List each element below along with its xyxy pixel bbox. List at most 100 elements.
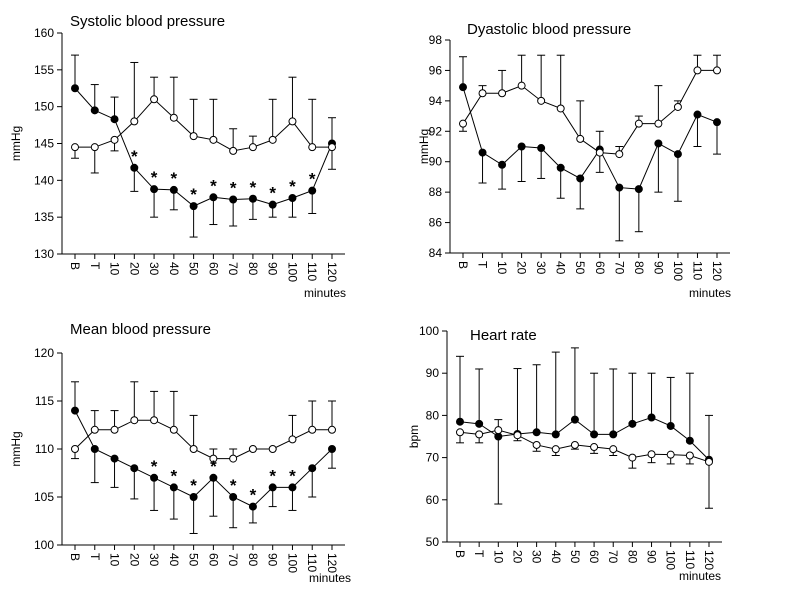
marker bbox=[570, 440, 579, 449]
series-line bbox=[462, 87, 718, 190]
marker bbox=[517, 81, 526, 90]
y-tick-label: 50 bbox=[426, 535, 440, 549]
y-tick-label: 145 bbox=[34, 137, 54, 151]
marker bbox=[71, 445, 79, 453]
y-tick-label: 150 bbox=[34, 100, 54, 114]
x-tick-label: 110 bbox=[690, 261, 704, 280]
marker bbox=[71, 143, 79, 152]
marker bbox=[268, 135, 277, 144]
x-tick-label: 90 bbox=[266, 553, 280, 567]
y-tick-label: 90 bbox=[429, 155, 443, 169]
y-tick-label: 100 bbox=[34, 538, 54, 552]
marker bbox=[551, 445, 560, 454]
marker bbox=[647, 450, 656, 459]
marker bbox=[248, 194, 257, 203]
x-tick-label: 40 bbox=[167, 553, 181, 567]
x-tick-label: 120 bbox=[325, 553, 339, 573]
marker bbox=[328, 445, 336, 453]
y-tick-label: 92 bbox=[429, 124, 443, 138]
marker bbox=[654, 139, 663, 148]
marker bbox=[288, 435, 297, 444]
marker bbox=[71, 84, 79, 93]
marker bbox=[498, 89, 507, 98]
marker bbox=[248, 502, 257, 511]
marker bbox=[713, 66, 721, 75]
x-tick-label: B bbox=[456, 261, 470, 269]
series-line bbox=[462, 69, 717, 155]
significance-marker: * bbox=[269, 184, 276, 203]
significance-marker: * bbox=[210, 457, 217, 476]
marker bbox=[308, 425, 317, 434]
x-tick-label: 20 bbox=[515, 261, 529, 275]
marker bbox=[209, 473, 218, 482]
x-tick-label: 30 bbox=[534, 261, 548, 275]
marker bbox=[110, 454, 119, 463]
marker bbox=[666, 450, 675, 459]
significance-marker: * bbox=[289, 177, 296, 196]
marker bbox=[130, 117, 139, 126]
x-tick-label: 70 bbox=[606, 550, 620, 564]
x-tick-label: B bbox=[453, 550, 467, 558]
x-tick-label: 100 bbox=[671, 261, 685, 281]
chart: Dyastolic blood pressure mmHg minutes 84 86 8… bbox=[417, 21, 731, 300]
significance-marker: * bbox=[171, 169, 178, 188]
y-axis-label: mmHg bbox=[9, 126, 23, 161]
y-tick-label: 160 bbox=[34, 26, 54, 40]
x-tick-label: T bbox=[88, 553, 102, 561]
marker bbox=[475, 430, 484, 439]
x-tick-label: 120 bbox=[710, 261, 724, 281]
x-tick-label: 50 bbox=[568, 550, 582, 564]
marker bbox=[685, 436, 694, 445]
y-tick-label: 105 bbox=[34, 490, 54, 504]
marker bbox=[150, 95, 159, 104]
y-tick-label: 90 bbox=[426, 366, 440, 380]
x-tick-label: 20 bbox=[127, 262, 141, 276]
marker bbox=[693, 66, 702, 75]
marker bbox=[169, 113, 178, 122]
marker bbox=[90, 445, 99, 453]
y-tick-label: 94 bbox=[429, 94, 443, 108]
marker bbox=[705, 457, 713, 466]
chart-title: Mean blood pressure bbox=[70, 321, 211, 338]
marker bbox=[248, 445, 257, 453]
x-axis-label: minutes bbox=[304, 286, 346, 300]
chart-title: Dyastolic blood pressure bbox=[467, 21, 631, 38]
marker bbox=[110, 115, 119, 124]
x-tick-label: 120 bbox=[702, 550, 716, 570]
marker bbox=[288, 483, 297, 492]
y-tick-label: 96 bbox=[429, 63, 443, 77]
marker bbox=[150, 416, 159, 425]
y-tick-label: 86 bbox=[429, 216, 443, 230]
y-tick-label: 98 bbox=[429, 33, 443, 47]
chart: Systolic blood pressure mmHg minutes 130 135… bbox=[9, 13, 346, 300]
marker bbox=[478, 148, 487, 157]
marker bbox=[150, 473, 159, 482]
marker bbox=[308, 143, 317, 152]
significance-marker: * bbox=[210, 176, 217, 195]
x-tick-label: 30 bbox=[530, 550, 544, 564]
marker bbox=[556, 104, 565, 113]
series-line bbox=[75, 98, 332, 152]
chart: Heart rate bpm minutes 50 60 70 80 90 100 B T 10 20 3… bbox=[407, 324, 722, 583]
y-axis-label: bpm bbox=[407, 425, 421, 448]
x-tick-label: 60 bbox=[206, 262, 220, 276]
marker bbox=[498, 160, 507, 169]
y-axis-label: mmHg bbox=[417, 129, 431, 164]
marker bbox=[308, 186, 317, 195]
significance-marker: * bbox=[230, 476, 237, 495]
y-tick-label: 155 bbox=[34, 63, 54, 77]
marker bbox=[532, 440, 541, 449]
marker bbox=[189, 445, 198, 453]
chart-title: Heart rate bbox=[470, 327, 537, 344]
x-tick-label: 100 bbox=[285, 553, 299, 573]
y-tick-label: 80 bbox=[426, 408, 440, 422]
marker bbox=[654, 119, 663, 128]
marker bbox=[556, 163, 565, 172]
marker bbox=[685, 451, 694, 460]
significance-marker: * bbox=[230, 178, 237, 197]
marker bbox=[169, 483, 178, 492]
marker bbox=[90, 106, 99, 115]
marker bbox=[110, 425, 119, 434]
x-tick-label: 120 bbox=[325, 262, 339, 282]
